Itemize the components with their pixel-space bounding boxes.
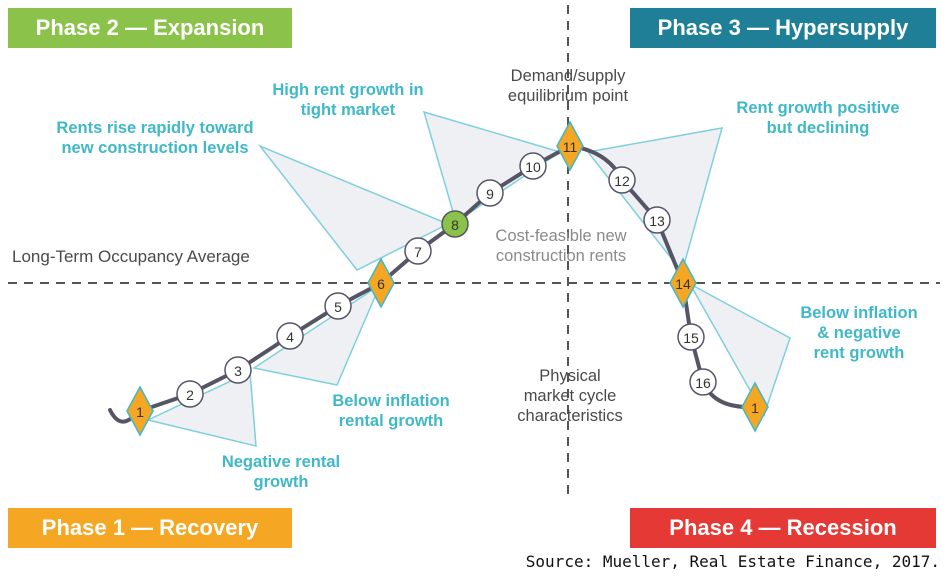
annotation-physical-characteristics: Physical market cycle characteristics	[517, 367, 623, 425]
annotation-long-term-occupancy: Long-Term Occupancy Average	[12, 247, 250, 266]
cycle-point-label: 3	[234, 363, 242, 379]
cycle-point-11: 11	[556, 120, 584, 172]
annotation-below-inflation-rental: Below inflation rental growth	[332, 392, 450, 430]
circle-marker	[643, 206, 671, 234]
circle-marker	[519, 152, 547, 180]
circle-marker	[441, 210, 469, 238]
cycle-point-10: 10	[519, 152, 547, 180]
circle-marker	[404, 237, 432, 265]
cycle-point-1: 1	[126, 385, 154, 437]
cycle-point-label: 11	[563, 139, 578, 155]
cycle-point-label: 4	[286, 329, 294, 345]
cycle-point-9: 9	[476, 179, 504, 207]
circle-marker	[476, 179, 504, 207]
callout-below-inflation-rental	[252, 282, 382, 386]
annotation-rents-rise: Rents rise rapidly toward new constructi…	[56, 119, 254, 157]
circle-marker	[677, 323, 705, 351]
diamond-marker	[669, 257, 697, 309]
cycle-point-label: 14	[675, 276, 691, 292]
cycle-point-14: 14	[669, 257, 697, 309]
callout-below-inflation-negative	[688, 282, 791, 417]
cycle-point-label: 2	[186, 387, 194, 403]
cycle-point-label: 8	[451, 217, 459, 233]
circle-marker	[224, 356, 252, 384]
diamond-marker	[556, 120, 584, 172]
cycle-point-3: 3	[224, 356, 252, 384]
annotation-negative-rental: Negative rental growth	[221, 453, 341, 491]
cycle-point-label: 9	[486, 186, 494, 202]
phase-1-label: Phase 1 — Recovery	[8, 508, 292, 548]
cycle-point-4: 4	[276, 322, 304, 350]
phase-4-label: Phase 4 — Recession	[630, 508, 936, 548]
circle-marker	[324, 292, 352, 320]
callout-high-rent	[422, 110, 562, 224]
cycle-point-label: 7	[414, 244, 422, 260]
cycle-point-label: 12	[614, 173, 630, 189]
cycle-point-label: 1	[136, 404, 144, 420]
circle-marker	[176, 380, 204, 408]
cycle-point-6: 6	[367, 257, 395, 309]
cycle-point-12: 12	[608, 166, 636, 194]
cycle-point-2: 2	[176, 380, 204, 408]
cycle-point-label: 5	[334, 299, 342, 315]
annotation-high-rent: High rent growth in tight market	[272, 81, 424, 119]
diamond-marker	[126, 385, 154, 437]
callout-rents-rise	[257, 144, 450, 271]
cycle-point-17: 1	[741, 381, 769, 433]
cycle-point-label: 1	[751, 400, 759, 416]
annotation-cost-feasible: Cost-feasible new construction rents	[495, 227, 627, 265]
cycle-point-15: 15	[677, 323, 705, 351]
circle-marker	[689, 368, 717, 396]
diamond-marker	[367, 257, 395, 309]
cycle-point-label: 15	[683, 330, 699, 346]
cycle-point-label: 6	[377, 276, 385, 292]
cycle-point-7: 7	[404, 237, 432, 265]
cycle-point-label: 16	[695, 375, 711, 391]
cycle-point-8: 8	[441, 210, 469, 238]
cycle-point-13: 13	[643, 206, 671, 234]
cycle-point-5: 5	[324, 292, 352, 320]
cycle-point-label: 10	[525, 159, 541, 175]
cycle-point-16: 16	[689, 368, 717, 396]
annotation-rent-positive: Rent growth positive but declining	[736, 99, 900, 137]
phase-3-label: Phase 3 — Hypersupply	[630, 8, 936, 48]
circle-marker	[276, 322, 304, 350]
phase-2-label: Phase 2 — Expansion	[8, 8, 292, 48]
diamond-marker	[741, 381, 769, 433]
circle-marker	[608, 166, 636, 194]
callout-rent-positive	[586, 127, 724, 274]
annotation-below-inflation-negative: Below inflation & negative rent growth	[800, 304, 918, 362]
source-citation: Source: Mueller, Real Estate Finance, 20…	[525, 552, 940, 571]
cycle-point-label: 13	[649, 213, 665, 229]
annotation-equilibrium: Demand/supply equilibrium point	[507, 67, 629, 105]
